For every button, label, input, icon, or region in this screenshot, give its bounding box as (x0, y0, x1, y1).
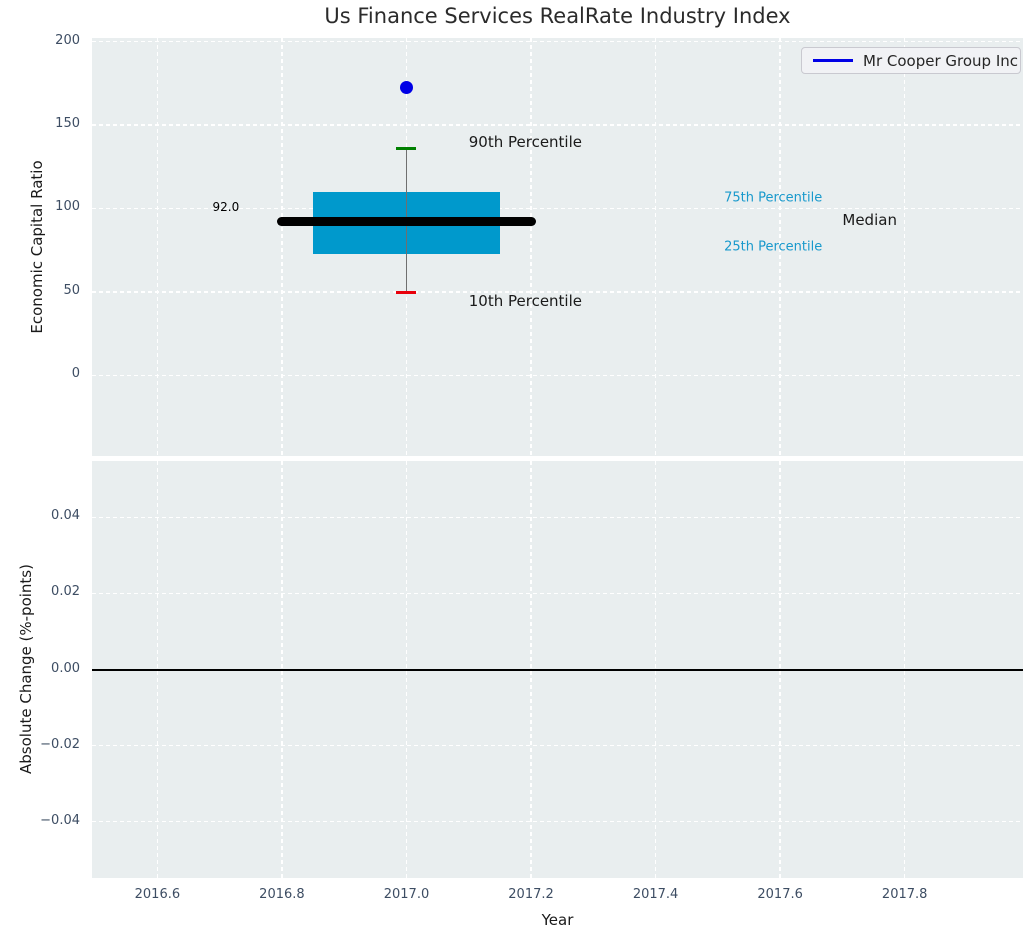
median-line (277, 217, 536, 227)
cap-10th-percentile (396, 290, 417, 295)
gridline-horizontal (92, 516, 1023, 519)
gridline-vertical (779, 38, 781, 456)
ytick-label: 200 (55, 32, 80, 48)
ytick-label: 50 (63, 282, 80, 298)
xtick-label: 2017.8 (881, 887, 928, 902)
gridline-horizontal (92, 124, 1023, 126)
annotation-75th-percentile: 75th Percentile (724, 190, 823, 206)
annotation-10th-percentile: 10th Percentile (468, 292, 582, 311)
ytick-label: 0 (71, 366, 80, 382)
gridline-horizontal (92, 820, 1023, 823)
gridline-horizontal (92, 291, 1023, 293)
company-point (399, 80, 413, 94)
xtick-label: 2017.2 (508, 887, 554, 902)
annotation-median-value: 92.0 (212, 199, 240, 214)
ytick-label: −0.02 (40, 736, 80, 752)
gridline-vertical (530, 38, 532, 456)
xtick-label: 2017.4 (632, 887, 679, 902)
xtick-label: 2016.8 (259, 887, 305, 902)
cap-90th-percentile (396, 146, 417, 151)
gridline-vertical (903, 38, 906, 456)
gridline-horizontal (92, 744, 1023, 747)
chart-title: Us Finance Services RealRate Industry In… (324, 4, 791, 28)
gridline-horizontal (92, 40, 1023, 43)
legend: Mr Cooper Group Inc (801, 47, 1021, 74)
bottom-axes (92, 461, 1023, 878)
ytick-label: 100 (55, 199, 80, 215)
ytick-label: 0.02 (51, 584, 80, 600)
gridline-horizontal (92, 374, 1023, 377)
xtick-label: 2017.6 (757, 887, 803, 902)
legend-line-sample (813, 59, 853, 62)
gridline-vertical (281, 38, 283, 456)
ytick-label: −0.04 (40, 812, 80, 828)
annotation-25th-percentile: 25th Percentile (724, 239, 823, 255)
legend-label: Mr Cooper Group Inc (863, 51, 1019, 70)
xtick-label: 2016.6 (134, 887, 181, 902)
gridline-horizontal (92, 592, 1023, 595)
annotation-median: Median (842, 211, 897, 230)
annotation-90th-percentile: 90th Percentile (468, 132, 582, 151)
ytick-label: 0.04 (51, 508, 80, 524)
ytick-label: 150 (55, 115, 80, 131)
xtick-label: 2017.0 (383, 887, 430, 902)
top-y-axis-label: Economic Capital Ratio (28, 160, 46, 334)
gridline-vertical (654, 38, 657, 456)
gridline-vertical (156, 38, 159, 456)
zero-line (92, 668, 1023, 671)
x-axis-label: Year (541, 911, 574, 929)
gridline-horizontal (92, 207, 1023, 210)
ytick-label: 0.00 (51, 660, 80, 676)
top-axes (92, 38, 1023, 456)
